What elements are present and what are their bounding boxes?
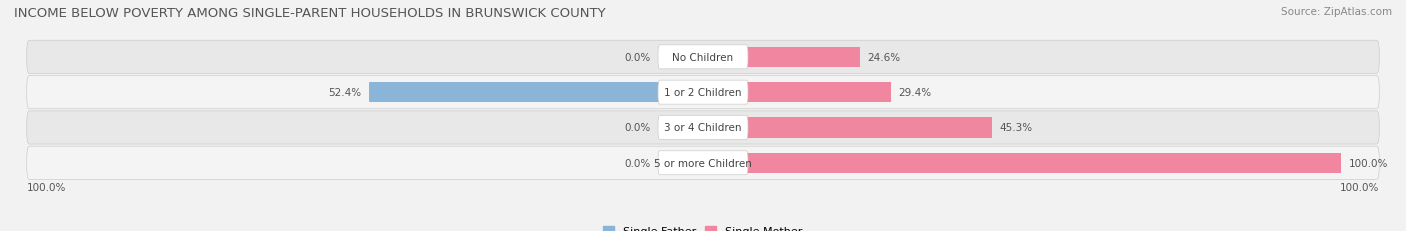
Bar <box>368 82 703 103</box>
FancyBboxPatch shape <box>658 46 748 70</box>
FancyBboxPatch shape <box>658 81 748 105</box>
FancyBboxPatch shape <box>27 76 1379 109</box>
FancyBboxPatch shape <box>27 41 1379 74</box>
Text: 3 or 4 Children: 3 or 4 Children <box>664 123 742 133</box>
Bar <box>693 153 703 173</box>
Text: 24.6%: 24.6% <box>868 53 901 63</box>
Legend: Single Father, Single Mother: Single Father, Single Mother <box>603 225 803 231</box>
Text: 100.0%: 100.0% <box>1348 158 1388 168</box>
Text: Source: ZipAtlas.com: Source: ZipAtlas.com <box>1281 7 1392 17</box>
Text: 52.4%: 52.4% <box>328 88 361 98</box>
Text: 100.0%: 100.0% <box>1340 182 1379 192</box>
Bar <box>703 82 890 103</box>
Text: 1 or 2 Children: 1 or 2 Children <box>664 88 742 98</box>
Text: 45.3%: 45.3% <box>1000 123 1033 133</box>
Text: 5 or more Children: 5 or more Children <box>654 158 752 168</box>
Text: 0.0%: 0.0% <box>624 158 651 168</box>
Text: 100.0%: 100.0% <box>27 182 66 192</box>
FancyBboxPatch shape <box>27 111 1379 144</box>
Bar <box>703 118 993 138</box>
FancyBboxPatch shape <box>658 116 748 140</box>
Text: 0.0%: 0.0% <box>624 53 651 63</box>
FancyBboxPatch shape <box>27 146 1379 179</box>
Text: INCOME BELOW POVERTY AMONG SINGLE-PARENT HOUSEHOLDS IN BRUNSWICK COUNTY: INCOME BELOW POVERTY AMONG SINGLE-PARENT… <box>14 7 606 20</box>
Bar <box>693 118 703 138</box>
Text: 29.4%: 29.4% <box>898 88 931 98</box>
FancyBboxPatch shape <box>658 151 748 175</box>
Text: 0.0%: 0.0% <box>624 123 651 133</box>
Text: No Children: No Children <box>672 53 734 63</box>
Bar <box>693 47 703 68</box>
Bar <box>703 153 1341 173</box>
Bar <box>703 47 860 68</box>
